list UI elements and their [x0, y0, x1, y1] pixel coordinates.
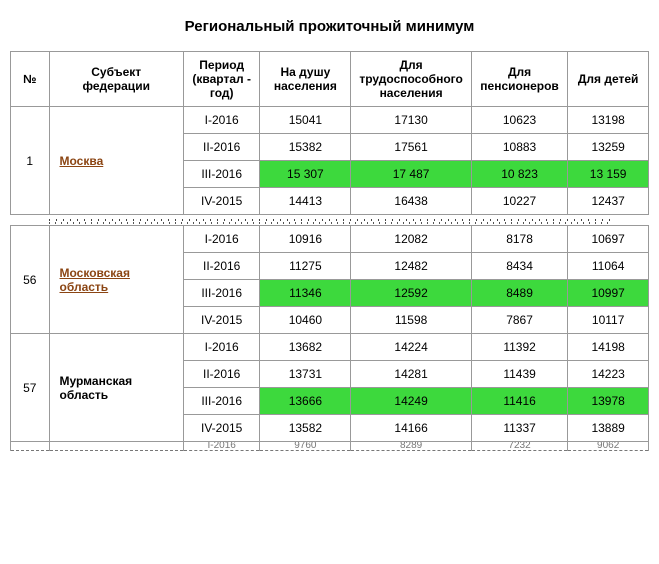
tear-line	[47, 215, 612, 225]
value-cell: 14166	[351, 415, 471, 442]
period-cell: II-2016	[183, 361, 259, 388]
col-subject: Субъект федерации	[49, 52, 183, 107]
col-working: Для трудоспособного населения	[351, 52, 471, 107]
value-cell: 17130	[351, 107, 471, 134]
value-cell: 11439	[471, 361, 567, 388]
value-cell: 8434	[471, 253, 567, 280]
period-cell: I-2016	[183, 334, 259, 361]
value-cell: 11064	[568, 253, 649, 280]
value-cell: 13889	[568, 415, 649, 442]
minimum-table: № Субъект федерации Период (квартал - го…	[10, 51, 649, 451]
col-pensioners: Для пенсионеров	[471, 52, 567, 107]
col-num: №	[11, 52, 50, 107]
value-cell: 17 487	[351, 161, 471, 188]
table-row: 1МоскваI-201615041171301062313198	[11, 107, 649, 134]
period-cell: III-2016	[183, 280, 259, 307]
value-cell: 13259	[568, 134, 649, 161]
value-cell: 8489	[471, 280, 567, 307]
page-title: Региональный прожиточный минимум	[10, 18, 649, 35]
period-cell: III-2016	[183, 388, 259, 415]
value-cell: 13666	[260, 388, 351, 415]
value-cell: 14198	[568, 334, 649, 361]
value-cell: 10997	[568, 280, 649, 307]
period-cell: I-2016	[183, 226, 259, 253]
row-number: 56	[11, 226, 50, 334]
period-cell: IV-2015	[183, 415, 259, 442]
value-cell: 11275	[260, 253, 351, 280]
value-cell: 12082	[351, 226, 471, 253]
value-cell: 15041	[260, 107, 351, 134]
value-cell: 15 307	[260, 161, 351, 188]
value-cell: 14223	[568, 361, 649, 388]
value-cell: 15382	[260, 134, 351, 161]
period-cell: I-2016	[183, 442, 259, 451]
value-cell: 11346	[260, 280, 351, 307]
value-cell: 11598	[351, 307, 471, 334]
value-cell: 16438	[351, 188, 471, 215]
value-cell: 14249	[351, 388, 471, 415]
value-cell: 7867	[471, 307, 567, 334]
value-cell: 13978	[568, 388, 649, 415]
value-cell: 8289	[351, 442, 471, 451]
value-cell: 10623	[471, 107, 567, 134]
value-cell: 17561	[351, 134, 471, 161]
value-cell: 8178	[471, 226, 567, 253]
row-number: 1	[11, 107, 50, 215]
value-cell: 13 159	[568, 161, 649, 188]
value-cell: 12482	[351, 253, 471, 280]
value-cell: 9062	[568, 442, 649, 451]
value-cell: 10227	[471, 188, 567, 215]
value-cell: 13731	[260, 361, 351, 388]
col-per-capita: На душу населения	[260, 52, 351, 107]
value-cell: 10117	[568, 307, 649, 334]
value-cell: 11392	[471, 334, 567, 361]
subject-cell: Мурманская область	[49, 334, 183, 442]
value-cell: 13682	[260, 334, 351, 361]
period-cell: III-2016	[183, 161, 259, 188]
subject-cell: Москва	[49, 107, 183, 215]
value-cell: 14281	[351, 361, 471, 388]
region-link[interactable]: Москва	[60, 154, 104, 168]
value-cell: 10697	[568, 226, 649, 253]
period-cell: II-2016	[183, 253, 259, 280]
subject-cell: Московская область	[49, 226, 183, 334]
value-cell: 10883	[471, 134, 567, 161]
value-cell: 14224	[351, 334, 471, 361]
col-children: Для детей	[568, 52, 649, 107]
value-cell: 11416	[471, 388, 567, 415]
row-number: 57	[11, 334, 50, 442]
cut-row: I-20169760828972329062	[11, 442, 649, 451]
period-cell: IV-2015	[183, 307, 259, 334]
value-cell: 10 823	[471, 161, 567, 188]
value-cell: 13198	[568, 107, 649, 134]
table-row: 57Мурманская областьI-201613682142241139…	[11, 334, 649, 361]
value-cell: 11337	[471, 415, 567, 442]
value-cell: 14413	[260, 188, 351, 215]
col-period: Период (квартал - год)	[183, 52, 259, 107]
region-link[interactable]: Московская область	[60, 266, 130, 294]
value-cell: 13582	[260, 415, 351, 442]
value-cell: 10916	[260, 226, 351, 253]
table-row: 56Московская областьI-201610916120828178…	[11, 226, 649, 253]
value-cell: 7232	[471, 442, 567, 451]
value-cell: 12592	[351, 280, 471, 307]
period-cell: IV-2015	[183, 188, 259, 215]
table-header: № Субъект федерации Период (квартал - го…	[11, 52, 649, 107]
value-cell: 12437	[568, 188, 649, 215]
region-name: Мурманская область	[60, 374, 133, 402]
period-cell: II-2016	[183, 134, 259, 161]
value-cell: 9760	[260, 442, 351, 451]
table-body: 1МоскваI-201615041171301062313198II-2016…	[11, 107, 649, 451]
value-cell: 10460	[260, 307, 351, 334]
period-cell: I-2016	[183, 107, 259, 134]
